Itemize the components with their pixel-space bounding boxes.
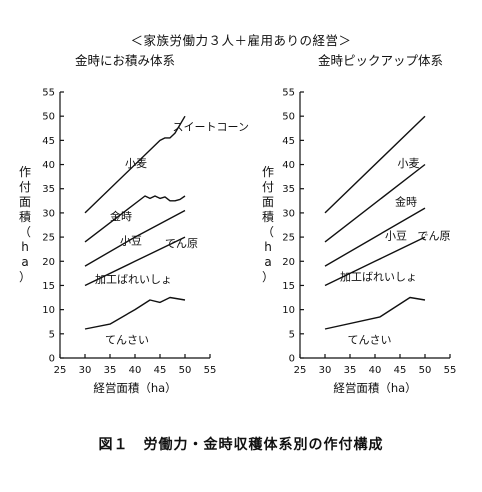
x-tick-label-right: 45 xyxy=(394,365,407,376)
y-axis-label-char-right: 積 xyxy=(262,209,274,224)
annotation-label-right: でん原 xyxy=(418,230,451,243)
y-axis-label-char-right: 面 xyxy=(262,195,274,209)
y-tick-label-right: 50 xyxy=(282,112,295,123)
y-tick-label-right: 40 xyxy=(282,160,295,171)
y-axis-label-char-right: h xyxy=(264,240,272,254)
main-title: ＜家族労働力３人＋雇用ありの経営＞ xyxy=(130,33,352,48)
series-line-left xyxy=(84,195,186,243)
series-line-left xyxy=(84,236,186,287)
series-line-right xyxy=(324,236,426,287)
y-tick-label-left: 0 xyxy=(49,354,55,365)
chart-title-right: 金時ピックアップ体系 xyxy=(318,53,444,68)
y-tick-label-left: 10 xyxy=(42,305,55,316)
x-tick-label-left: 25 xyxy=(54,365,67,376)
y-tick-label-left: 40 xyxy=(42,160,55,171)
series-line-left xyxy=(84,296,186,330)
y-axis-label-char-left: ） xyxy=(19,270,31,284)
y-axis-label-char-left: 面 xyxy=(19,195,31,209)
y-axis-label-char-right: （ xyxy=(262,225,274,239)
annotation-label-left: スイートコーン xyxy=(173,121,249,134)
y-axis-label-char-left: 積 xyxy=(19,209,31,224)
y-axis-label-char-right: 付 xyxy=(262,180,274,194)
y-axis-label-char-right: 作 xyxy=(262,165,274,179)
y-tick-label-right: 5 xyxy=(289,329,295,340)
series-line-right xyxy=(324,296,426,330)
series-line-left xyxy=(84,209,186,267)
x-tick-label-right: 50 xyxy=(419,365,432,376)
y-tick-label-left: 25 xyxy=(42,233,55,244)
annotation-label-left: でん原 xyxy=(165,237,198,250)
y-axis-label-char-left: a xyxy=(21,255,28,269)
y-tick-label-right: 20 xyxy=(282,257,295,268)
y-tick-label-left: 15 xyxy=(42,281,55,292)
annotation-label-right: てんさい xyxy=(348,333,392,346)
annotation-label-right: 金時 xyxy=(395,195,417,209)
series-line-right xyxy=(324,207,426,267)
figure-caption: 図１ 労働力・金時収穫体系別の作付構成 xyxy=(98,437,384,453)
x-tick-label-left: 30 xyxy=(79,365,92,376)
x-tick-label-right: 30 xyxy=(319,365,332,376)
x-tick-label-left: 40 xyxy=(129,365,142,376)
annotation-label-left: 小麦 xyxy=(125,157,147,170)
y-tick-label-left: 35 xyxy=(42,184,55,195)
y-axis-label-char-left: 作 xyxy=(19,165,31,179)
y-axis-label-char-left: 付 xyxy=(19,180,31,194)
y-axis-label-char-left: h xyxy=(21,240,29,254)
x-tick-label-right: 35 xyxy=(344,365,357,376)
y-tick-label-right: 55 xyxy=(282,88,295,99)
x-tick-label-left: 55 xyxy=(204,365,217,376)
y-axis-label-char-right: ） xyxy=(262,270,274,284)
x-axis-label-left: 経営面積（ha） xyxy=(93,381,176,395)
y-tick-label-right: 0 xyxy=(289,354,295,365)
y-tick-label-left: 20 xyxy=(42,257,55,268)
annotation-label-right: 小豆 xyxy=(385,230,407,243)
x-axis-label-right: 経営面積（ha） xyxy=(333,381,416,395)
x-tick-label-left: 45 xyxy=(154,365,167,376)
y-axis-label-char-right: a xyxy=(264,255,271,269)
y-tick-label-right: 10 xyxy=(282,305,295,316)
y-tick-label-left: 30 xyxy=(42,208,55,219)
x-tick-label-left: 50 xyxy=(179,365,192,376)
series-line-right xyxy=(324,115,426,214)
series-line-right xyxy=(324,163,426,243)
x-tick-label-left: 35 xyxy=(104,365,117,376)
series-line-left xyxy=(84,115,186,214)
y-tick-label-right: 35 xyxy=(282,184,295,195)
y-tick-label-left: 50 xyxy=(42,112,55,123)
y-tick-label-left: 45 xyxy=(42,136,55,147)
annotation-label-right: 小麦 xyxy=(398,157,420,170)
x-tick-label-right: 25 xyxy=(294,365,307,376)
y-tick-label-left: 55 xyxy=(42,88,55,99)
y-tick-label-right: 25 xyxy=(282,233,295,244)
annotation-label-left: 金時 xyxy=(110,209,132,223)
annotation-label-right: 加工ばれいしょ xyxy=(340,271,417,284)
x-tick-label-right: 55 xyxy=(444,365,457,376)
x-tick-label-right: 40 xyxy=(369,365,382,376)
annotation-label-left: 加工ばれいしょ xyxy=(95,273,172,286)
y-tick-label-right: 30 xyxy=(282,208,295,219)
annotation-label-left: 小豆 xyxy=(120,234,142,247)
chart-title-left: 金時にお積み体系 xyxy=(75,53,176,68)
y-tick-label-left: 5 xyxy=(49,329,55,340)
annotation-label-left: てんさい xyxy=(105,333,149,346)
y-tick-label-right: 15 xyxy=(282,281,295,292)
y-tick-label-right: 45 xyxy=(282,136,295,147)
y-axis-label-char-left: （ xyxy=(19,225,31,239)
